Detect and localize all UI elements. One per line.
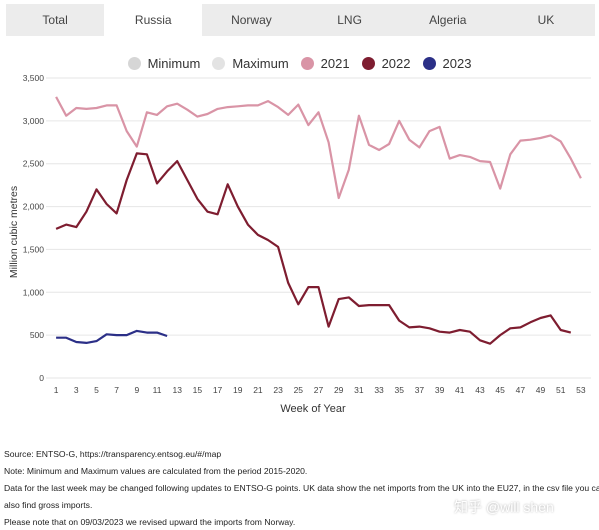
- legend-label: Minimum: [147, 55, 201, 71]
- series-line-2021: [55, 96, 582, 200]
- x-tick-label: 11: [153, 385, 162, 395]
- legend-swatch: [361, 56, 375, 70]
- legend-item-2023[interactable]: 2023: [422, 55, 472, 71]
- y-axis-ticks: 0 500 1,000 1,500 2,000 2,500 3,000 3,500: [23, 73, 45, 383]
- x-tick-label: 21: [253, 385, 263, 395]
- gridlines: [46, 77, 591, 379]
- y-tick-label: 3,500: [23, 73, 45, 83]
- x-tick-label: 17: [213, 385, 223, 395]
- legend-label: 2022: [381, 55, 411, 71]
- y-tick-label: 0: [39, 373, 44, 383]
- y-tick-label: 3,000: [23, 116, 45, 126]
- x-tick-label: 39: [435, 385, 445, 395]
- y-tick-label: 2,000: [23, 202, 45, 212]
- x-tick-label: 25: [294, 385, 304, 395]
- legend-swatch: [422, 56, 436, 70]
- x-tick-label: 43: [475, 385, 485, 395]
- x-tick-label: 45: [495, 385, 505, 395]
- legend-item-minimum[interactable]: Minimum: [127, 55, 201, 71]
- x-tick-label: 9: [134, 385, 139, 395]
- tab-uk[interactable]: UK: [537, 13, 555, 27]
- watermark: 知乎 @will shen: [454, 499, 554, 515]
- x-tick-label: 3: [74, 385, 79, 395]
- series-line-2022: [55, 152, 572, 345]
- legend-label: 2021: [320, 55, 350, 71]
- x-tick-label: 37: [415, 385, 425, 395]
- y-tick-label: 1,000: [23, 287, 45, 297]
- tab-russia[interactable]: Russia: [104, 4, 203, 36]
- x-axis-ticks: 1 3 5 7 9 11 13 15 17 19 21 23 25 27 29 31 33 35 37 39 41 43 4…: [54, 385, 586, 395]
- x-tick-label: 1: [54, 385, 59, 395]
- tab-algeria[interactable]: Algeria: [429, 13, 467, 27]
- legend-item-2021[interactable]: 2021: [300, 55, 350, 71]
- legend-item-maximum[interactable]: Maximum: [212, 55, 289, 71]
- x-tick-label: 13: [172, 385, 182, 395]
- footer-revision: Please note that on 09/03/2023 we revise…: [4, 517, 296, 527]
- legend-swatch: [300, 56, 314, 70]
- tab-lng[interactable]: LNG: [337, 13, 362, 27]
- x-tick-label: 51: [556, 385, 566, 395]
- legend-label: 2023: [442, 55, 472, 71]
- x-tick-label: 47: [516, 385, 526, 395]
- y-tick-label: 2,500: [23, 159, 45, 169]
- legend-swatch: [127, 56, 141, 70]
- x-tick-label: 53: [576, 385, 586, 395]
- footer-data-line1: Data for the last week may be changed fo…: [4, 483, 599, 493]
- footer-source: Source: ENTSO-G, https://transparency.en…: [4, 449, 222, 459]
- legend-label: Maximum: [232, 55, 289, 71]
- x-tick-label: 23: [273, 385, 283, 395]
- x-axis-label: Week of Year: [280, 403, 346, 415]
- x-tick-label: 49: [536, 385, 546, 395]
- x-tick-label: 33: [374, 385, 384, 395]
- chart-legend: Minimum Maximum 2021 2022 2023: [0, 52, 599, 74]
- x-tick-label: 19: [233, 385, 243, 395]
- x-tick-label: 15: [193, 385, 203, 395]
- x-tick-label: 27: [314, 385, 324, 395]
- x-tick-label: 35: [395, 385, 405, 395]
- footer-note: Note: Minimum and Maximum values are cal…: [4, 466, 308, 476]
- legend-item-2022[interactable]: 2022: [361, 55, 411, 71]
- x-tick-label: 5: [94, 385, 99, 395]
- series-line-2023: [56, 329, 168, 344]
- country-tabs: Total Russia Norway LNG Algeria UK: [6, 4, 595, 36]
- y-tick-label: 1,500: [23, 244, 45, 254]
- x-tick-label: 7: [114, 385, 119, 395]
- tab-total[interactable]: Total: [42, 13, 68, 27]
- x-tick-label: 31: [354, 385, 364, 395]
- x-tick-label: 41: [455, 385, 465, 395]
- series-lines: [55, 96, 582, 345]
- x-tick-label: 29: [334, 385, 344, 395]
- tab-norway[interactable]: Norway: [231, 13, 272, 27]
- footer-data-line2: also find gross imports.: [4, 500, 93, 510]
- y-axis-label: Million cubic metres: [8, 186, 20, 278]
- legend-swatch: [212, 56, 226, 70]
- y-tick-label: 500: [30, 330, 44, 340]
